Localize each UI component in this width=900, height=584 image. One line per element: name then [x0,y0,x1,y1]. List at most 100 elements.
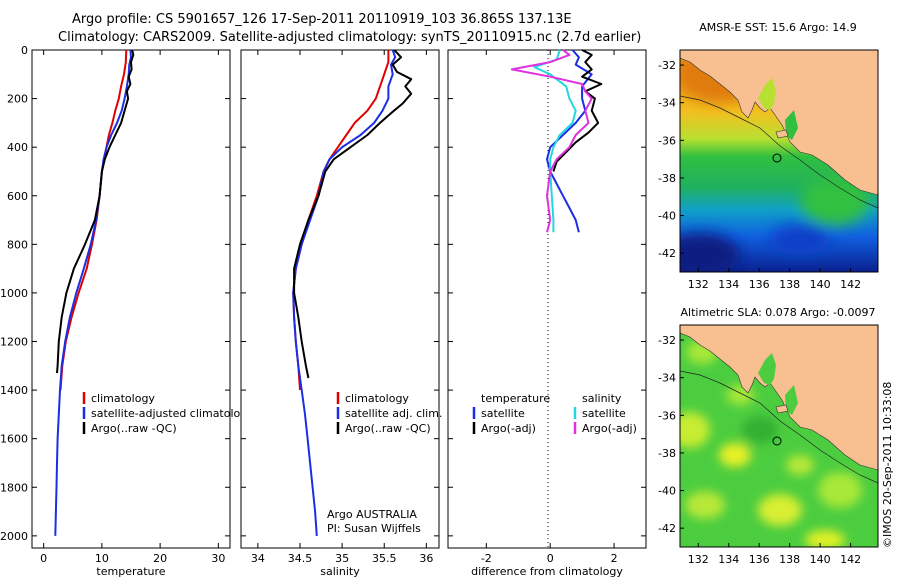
sst-cool-patch [680,233,740,272]
y-tick-label: 800 [7,238,28,251]
map-x-tick-label: 140 [810,553,831,566]
map-x-tick-label: 136 [749,553,770,566]
salinity-xlabel: salinity [320,565,360,578]
map-x-tick-label: 132 [688,553,709,566]
salinity-panel-frame [240,49,440,549]
x-tick-label: 35.5 [372,552,397,565]
figure-title-line2: Climatology: CARS2009. Satellite-adjuste… [58,30,641,45]
series-line-satellite [292,49,397,536]
sla-high-patch [805,530,845,547]
map-x-tick-label: 142 [840,278,861,291]
legend-salinity-header: salinity [582,392,622,405]
map-x-tick-label: 140 [810,278,831,291]
argo-location-marker [772,436,782,446]
map-x-tick-label: 134 [718,553,739,566]
sst-map [680,50,878,272]
series-line-temperature-argo [552,49,603,172]
map-x-tick-label: 136 [749,278,770,291]
sla-high-patch [758,494,802,526]
sla-gulf-water [758,353,776,385]
map-y-tick-label: -38 [658,447,676,460]
y-tick-label: 200 [7,93,28,106]
salinity-plot: 34 34.5 35 35.5 36 [241,49,439,565]
y-tick-label: 2000 [0,530,28,543]
map-y-tick-label: -32 [658,334,676,347]
legend-climatology-label: climatology [91,392,155,405]
x-tick-label: 20 [153,552,167,565]
legend-temp-satellite-label: satellite [481,407,525,420]
map-x-tick-label: 142 [840,553,861,566]
sla-high-patch [786,455,814,475]
legend-argo-label: Argo(..raw -QC) [345,422,431,435]
sla-map-title: Altimetric SLA: 0.078 Argo: -0.0097 [681,306,876,319]
legend-temp-argo-label: Argo(-adj) [481,422,536,435]
y-tick-label: 0 [21,44,28,57]
difference-legend: temperature salinity satellite Argo(-adj… [472,392,637,435]
x-tick-label: 34 [251,552,265,565]
argo-location-marker [772,153,782,163]
sst-gulf-water [758,78,776,110]
map-x-tick-label: 132 [688,278,709,291]
sla-bathymetry-contour [680,370,878,484]
y-tick-label: 1400 [0,384,28,397]
sla-land [680,325,878,471]
legend-argo-label: Argo(..raw -QC) [91,422,177,435]
temperature-legend: climatology satellite-adjusted climatolo… [82,392,241,435]
map-y-tick-label: -42 [658,247,676,260]
map-y-tick-label: -38 [658,172,676,185]
difference-xlabel: difference from climatology [471,565,623,578]
sla-high-patch [685,491,725,519]
x-tick-label: 35 [335,552,349,565]
sla-map [680,325,878,547]
sla-low-patch [742,416,778,444]
legend-satellite-label: satellite-adjusted climatolo [91,407,241,420]
map-y-tick-label: -36 [658,134,676,147]
series-line-satellite [54,49,132,536]
map-y-tick-label: -40 [658,210,676,223]
temperature-xlabel: temperature [96,565,165,578]
difference-panel-frame [447,49,647,549]
x-tick-label: 30 [211,552,225,565]
sst-green-patch [800,175,870,225]
imos-credit: ©IMOS 20-Sep-2011 10:33:08 [881,382,894,548]
sla-gulf-water [785,385,798,415]
x-tick-label: 0 [547,552,554,565]
sst-map-axes: 132 134 136 138 140 142 -32 -34 -36 -38 -40 -42 [658,59,861,291]
y-tick-label: 600 [7,190,28,203]
legend-satellite-label: satellite adj. clim. [345,407,442,420]
map-y-tick-label: -34 [658,97,676,110]
sla-high-patch [719,443,751,467]
sst-map-title: AMSR-E SST: 15.6 Argo: 14.9 [699,21,857,34]
sla-map-frame [679,324,879,548]
sst-gulf-water [785,110,798,140]
map-x-tick-label: 138 [779,553,800,566]
sst-land [680,50,878,196]
y-tick-label: 1800 [0,481,28,494]
map-x-tick-label: 134 [718,278,739,291]
temperature-panel-frame [31,49,231,549]
y-tick-label: 1600 [0,433,28,446]
pi-label: PI: Susan Wijffels [327,522,421,535]
temperature-plot: 0 10 20 30 0 200 400 600 800 1000 1200 1400 1600 1800… [0,44,230,565]
series-line-salinity-satellite [533,49,577,233]
difference-plot: -2 0 2 [448,49,646,565]
sst-bathymetry-contour [680,95,878,209]
y-tick-label: 1000 [0,287,28,300]
sst-cool-patch [770,225,830,255]
salinity-legend: climatology satellite adj. clim. Argo(..… [336,392,442,435]
legend-temperature-header: temperature [481,392,550,405]
legend-climatology-label: climatology [345,392,409,405]
sla-kangaroo-island [775,404,789,414]
y-tick-label: 1200 [0,336,28,349]
x-tick-label: 0 [40,552,47,565]
y-tick-label: 400 [7,141,28,154]
sla-map-axes: 132 134 136 138 140 142 -32 -34 -36 -38 -40 -42 [658,334,861,566]
map-y-tick-label: -32 [658,59,676,72]
sla-high-patch [818,472,862,508]
figure-title-line1: Argo profile: CS 5901657_126 17-Sep-2011… [72,12,572,27]
sla-high-patch [680,412,710,448]
series-line-argo [293,49,413,379]
sst-kangaroo-island [775,129,789,139]
x-tick-label: 36 [419,552,433,565]
